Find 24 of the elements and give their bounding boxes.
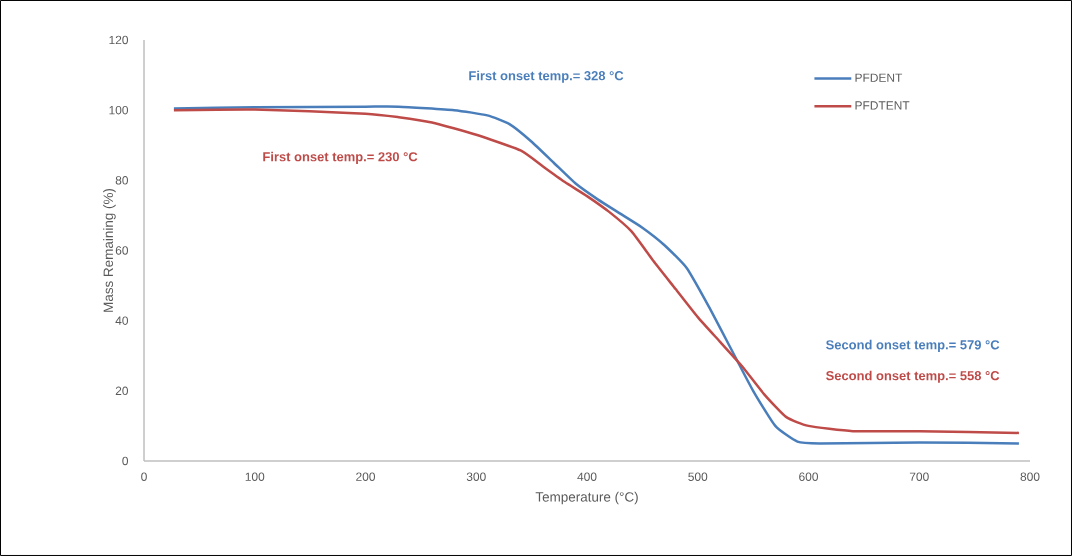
x-tick-label: 500 [688,472,708,481]
y-tick-label: 100 [109,105,129,115]
annotation: First onset temp.= 230 °C [263,151,418,164]
annotation: Second onset temp.= 558 °C [826,370,1000,383]
y-tick-label: 120 [109,35,129,45]
legend-label: PFDTENT [855,101,910,110]
x-tick-label: 800 [1020,472,1040,481]
x-tick-label: 100 [245,472,265,481]
x-tick-label: 400 [577,472,597,481]
y-tick-label: 80 [115,176,129,185]
y-tick-label: 0 [122,456,129,466]
x-axis-title: Temperature (°C) [535,491,638,505]
y-tick-label: 20 [115,386,129,396]
legend-label: PFDENT [855,73,903,82]
x-tick-label: 600 [799,472,819,481]
x-tick-label: 300 [466,472,486,481]
y-tick-label: 60 [115,246,129,255]
x-tick-label: 0 [141,472,147,481]
annotation: First onset temp.= 328 °C [469,70,624,83]
y-tick-label: 40 [115,316,129,325]
y-axis-title: Mass Remaining (%) [103,188,116,312]
x-tick-label: 200 [356,472,376,481]
annotation: Second onset temp.= 579 °C [826,339,1000,352]
x-tick-label: 700 [909,472,929,481]
